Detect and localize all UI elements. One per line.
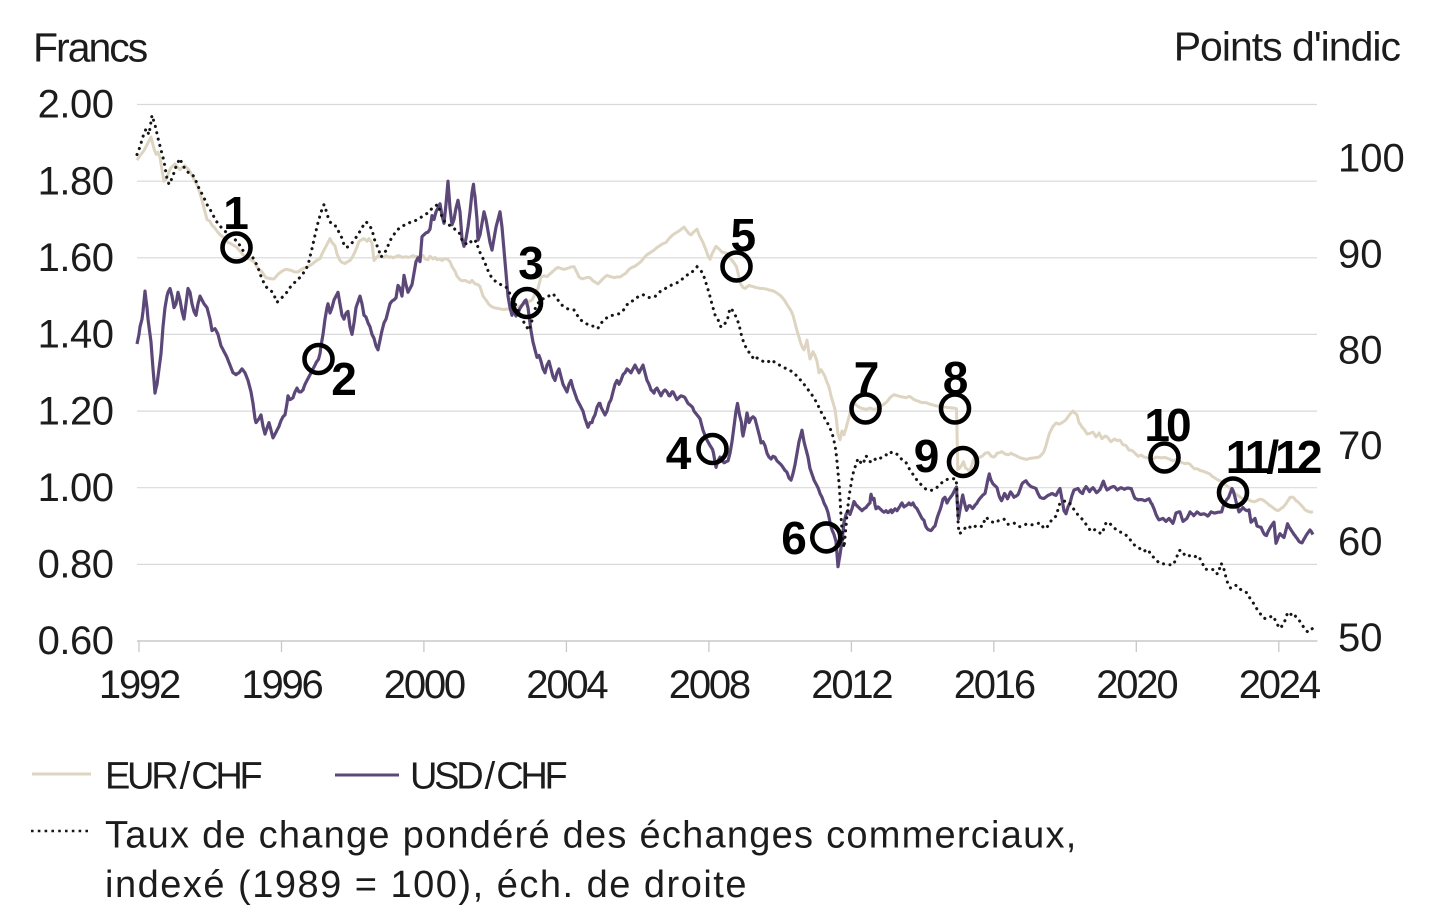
svg-text:100: 100 [1338, 137, 1405, 181]
svg-text:1.00: 1.00 [38, 466, 114, 510]
svg-text:8: 8 [943, 352, 969, 404]
svg-text:indexé (1989 = 100), éch. de d: indexé (1989 = 100), éch. de droite [105, 864, 748, 906]
svg-text:7: 7 [854, 352, 880, 404]
svg-text:1996: 1996 [241, 663, 322, 707]
svg-text:2004: 2004 [526, 663, 608, 707]
svg-text:0.80: 0.80 [38, 543, 114, 587]
svg-text:2008: 2008 [669, 663, 750, 707]
svg-text:Points d'indic: Points d'indic [1174, 24, 1401, 70]
svg-text:1.60: 1.60 [38, 236, 114, 280]
svg-text:10: 10 [1144, 399, 1190, 451]
svg-text:50: 50 [1338, 616, 1383, 660]
svg-text:70: 70 [1338, 424, 1383, 468]
svg-text:Taux de change pondéré des éch: Taux de change pondéré des échanges comm… [105, 814, 1078, 856]
svg-text:Francs: Francs [33, 25, 148, 71]
svg-text:2: 2 [331, 353, 357, 405]
svg-text:80: 80 [1338, 328, 1383, 372]
svg-text:3: 3 [518, 237, 544, 289]
svg-text:60: 60 [1338, 520, 1383, 564]
svg-text:2012: 2012 [811, 663, 892, 707]
svg-text:9: 9 [914, 430, 940, 482]
svg-text:2024: 2024 [1239, 663, 1321, 707]
svg-text:11/12: 11/12 [1226, 431, 1321, 483]
svg-text:1.40: 1.40 [38, 313, 114, 357]
svg-text:5: 5 [731, 209, 757, 261]
svg-text:EUR / CHF: EUR / CHF [105, 756, 261, 798]
svg-text:0.60: 0.60 [38, 619, 114, 663]
svg-text:90: 90 [1338, 232, 1383, 276]
svg-text:1992: 1992 [99, 663, 180, 707]
svg-text:2000: 2000 [384, 663, 465, 707]
svg-text:2016: 2016 [954, 663, 1035, 707]
svg-text:1: 1 [223, 187, 249, 239]
svg-text:USD / CHF: USD / CHF [410, 756, 566, 798]
svg-text:2.00: 2.00 [38, 83, 114, 127]
svg-text:1.80: 1.80 [38, 159, 114, 203]
svg-text:6: 6 [781, 512, 807, 564]
svg-text:4: 4 [666, 427, 692, 479]
svg-text:2020: 2020 [1096, 663, 1177, 707]
svg-text:1.20: 1.20 [38, 389, 114, 433]
